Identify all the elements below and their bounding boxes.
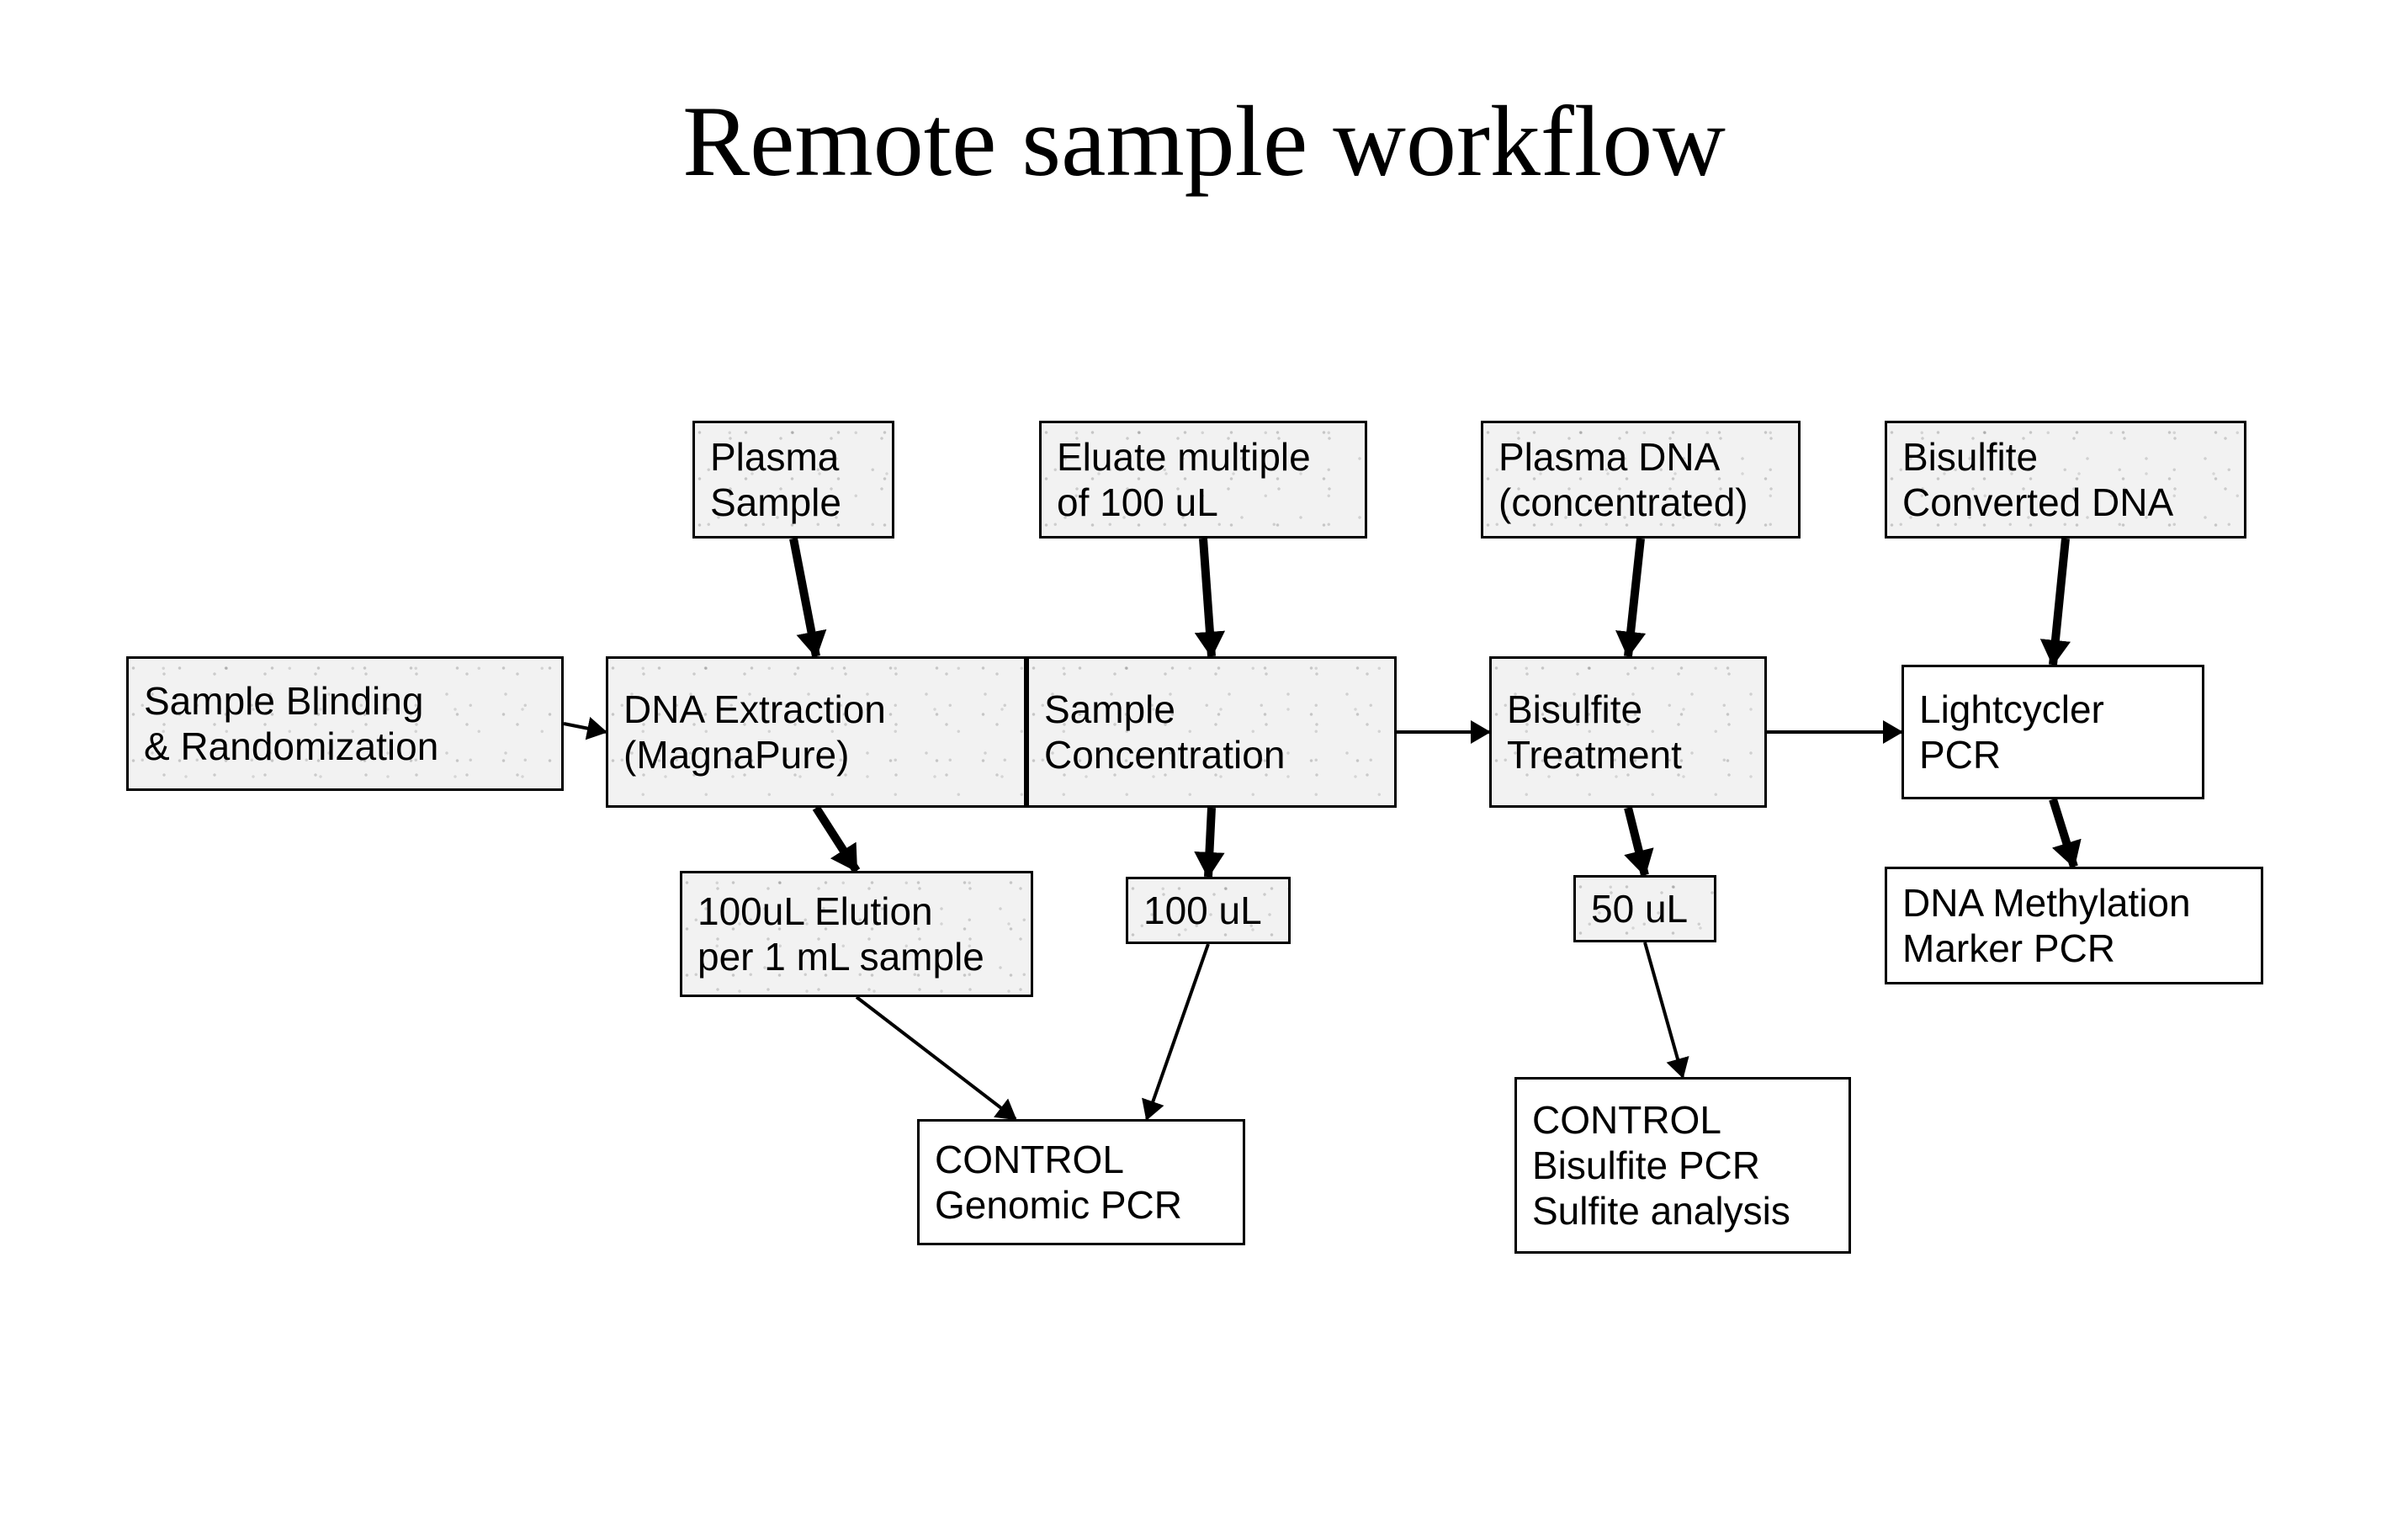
node-label: Bisulfite Converted DNA (1902, 434, 2173, 526)
node-sample_conc: Sample Concentration (1026, 656, 1397, 808)
node-plasma_dna_conc: Plasma DNA (concentrated) (1481, 421, 1801, 539)
node-label: Bisulfite Treatment (1507, 687, 1682, 778)
node-label: Sample Concentration (1044, 687, 1285, 778)
edge-plasma_dna_conc-to-bisulfite_tx (1628, 539, 1641, 656)
node-bisulfite_conv: Bisulfite Converted DNA (1885, 421, 2246, 539)
node-eluate: Eluate multiple of 100 uL (1039, 421, 1367, 539)
edge-elution_100-to-ctrl_genomic (857, 997, 1016, 1119)
node-sample_blinding: Sample Blinding & Randomization (126, 656, 564, 791)
node-label: 100 uL (1143, 888, 1262, 933)
edge-dna_extraction-to-elution_100 (816, 808, 857, 871)
node-bisulfite_tx: Bisulfite Treatment (1489, 656, 1767, 808)
node-label: DNA Extraction (MagnaPure) (623, 687, 886, 778)
edge-bisulfite_conv-to-lightcycler (2053, 539, 2066, 665)
node-elution_100: 100uL Elution per 1 mL sample (680, 871, 1033, 997)
node-plasma_sample: Plasma Sample (692, 421, 894, 539)
node-ctrl_bisulfite: CONTROL Bisulfite PCR Sulfite analysis (1514, 1077, 1851, 1254)
edge-ul_100-to-ctrl_genomic (1147, 944, 1208, 1119)
node-label: Plasma Sample (710, 434, 841, 526)
node-label: Lightcycler PCR (1919, 687, 2104, 778)
edge-eluate-to-sample_conc (1203, 539, 1212, 656)
node-ctrl_genomic: CONTROL Genomic PCR (917, 1119, 1245, 1245)
node-lightcycler: Lightcycler PCR (1901, 665, 2204, 799)
edge-lightcycler-to-dna_meth_marker (2053, 799, 2074, 867)
node-label: DNA Methylation Marker PCR (1902, 880, 2191, 972)
node-label: Sample Blinding & Randomization (144, 678, 438, 770)
node-ul_100: 100 uL (1126, 877, 1291, 944)
edge-ul_50-to-ctrl_bisulfite (1645, 942, 1683, 1077)
diagram-title: Remote sample workflow (682, 83, 1726, 199)
edge-sample_conc-to-ul_100 (1208, 808, 1212, 877)
node-label: Eluate multiple of 100 uL (1057, 434, 1311, 526)
node-label: 100uL Elution per 1 mL sample (697, 889, 984, 980)
node-label: CONTROL Genomic PCR (935, 1137, 1182, 1228)
node-label: CONTROL Bisulfite PCR Sulfite analysis (1532, 1097, 1790, 1234)
node-ul_50: 50 uL (1573, 875, 1716, 942)
node-label: 50 uL (1591, 886, 1688, 931)
edge-bisulfite_tx-to-ul_50 (1628, 808, 1645, 875)
node-label: Plasma DNA (concentrated) (1498, 434, 1748, 526)
edge-plasma_sample-to-dna_extraction (793, 539, 816, 656)
flowchart-canvas: Remote sample workflow Sample Blinding &… (0, 0, 2408, 1528)
node-dna_extraction: DNA Extraction (MagnaPure) (606, 656, 1026, 808)
node-dna_meth_marker: DNA Methylation Marker PCR (1885, 867, 2263, 984)
edge-sample_blinding-to-dna_extraction (564, 724, 606, 732)
